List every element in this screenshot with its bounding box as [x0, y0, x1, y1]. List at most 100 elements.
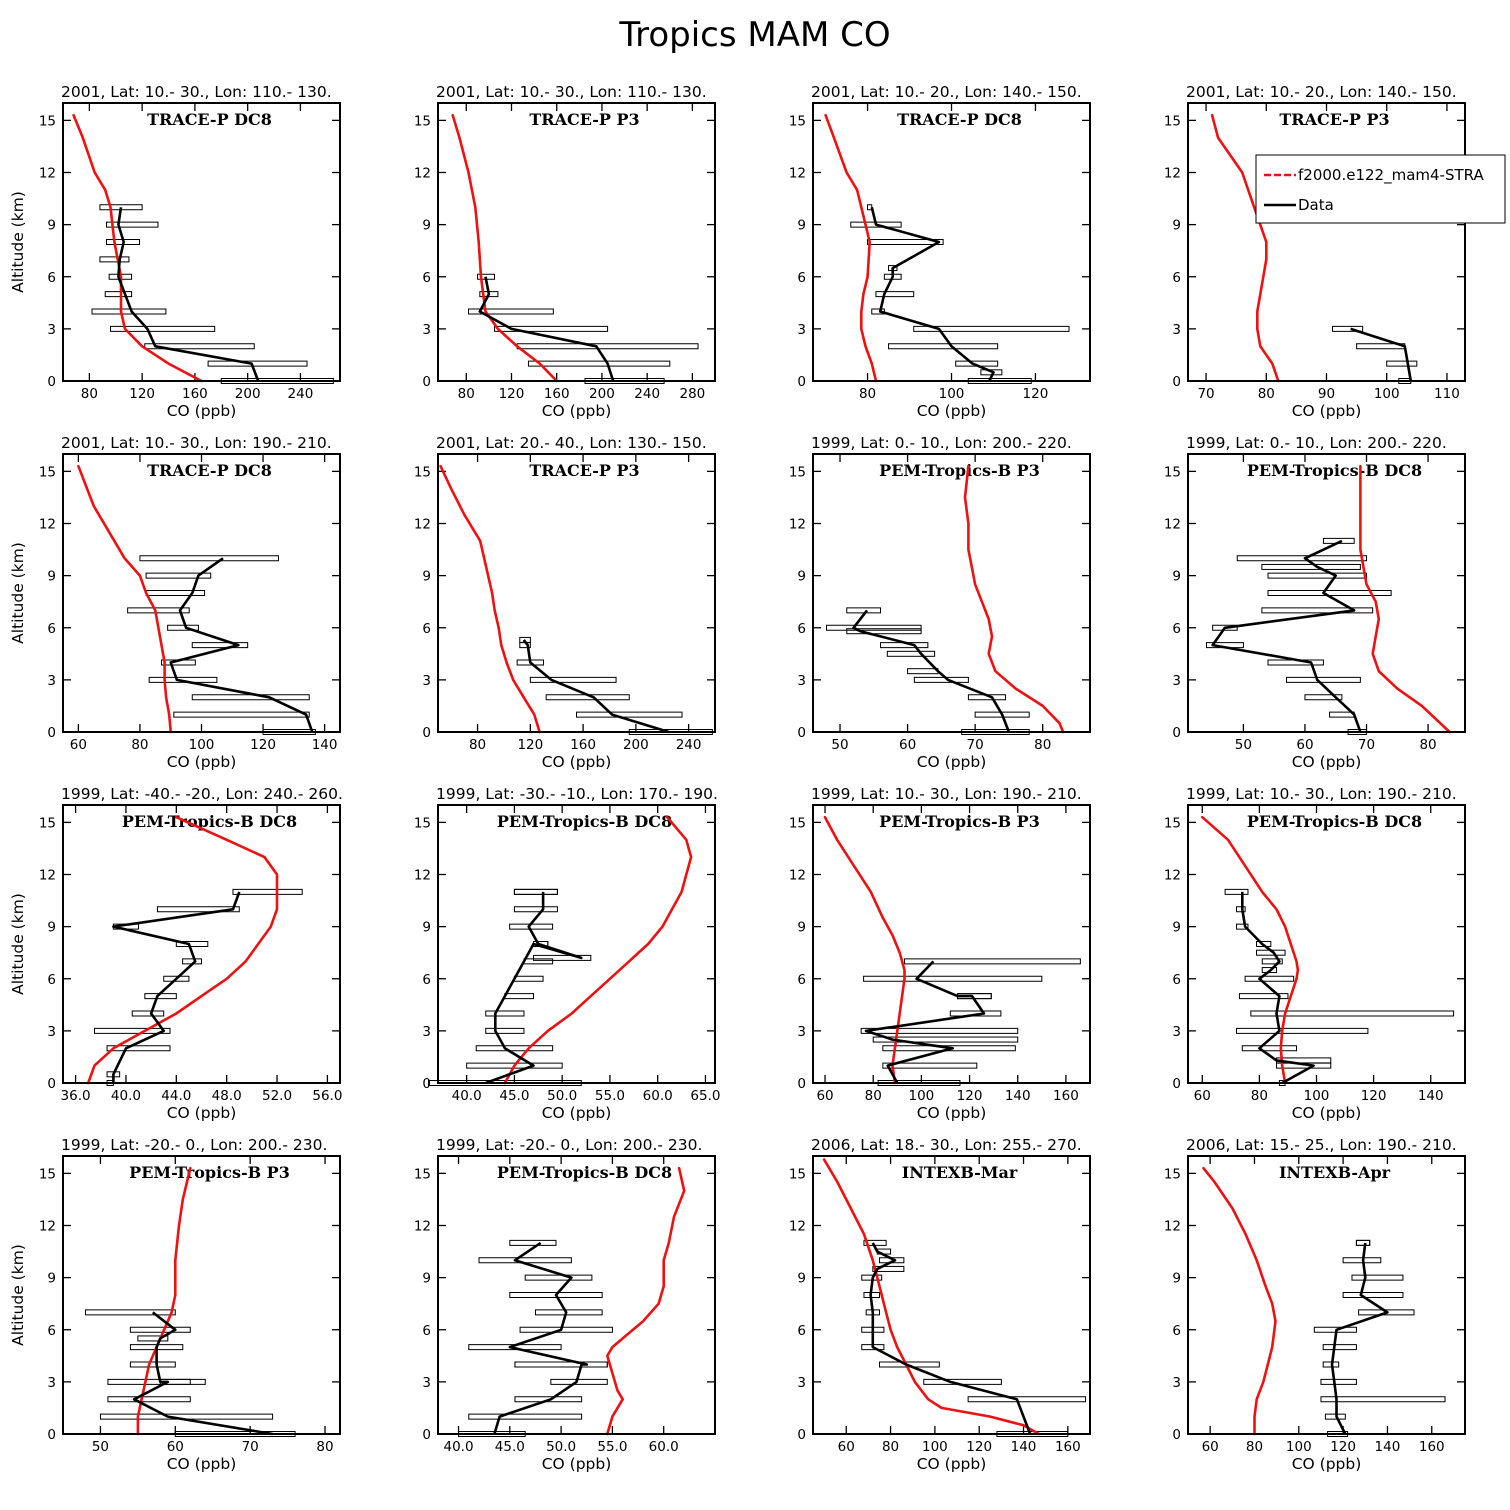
data-range-bar: [1351, 1274, 1404, 1281]
chart-panel-10: 1999, Lat: -30.- -10., Lon: 170.- 190. 40…: [414, 785, 721, 1122]
y-tick-label: 15: [39, 464, 56, 480]
x-tick-label: 110: [1434, 386, 1460, 402]
x-tick-label: 100: [939, 386, 965, 402]
y-tick-label: 12: [789, 517, 806, 533]
x-tick-label: 120: [966, 1439, 992, 1455]
data-range-bar: [104, 291, 133, 298]
data-range-bar: [882, 1062, 978, 1069]
y-tick-label: 12: [1164, 517, 1181, 533]
y-tick-label: 3: [1172, 322, 1181, 338]
y-tick-label: 0: [422, 1076, 431, 1092]
y-tick-label: 15: [39, 1166, 56, 1182]
data-range-bar: [846, 607, 882, 614]
data-series-line: [1241, 891, 1315, 1085]
y-tick-label: 6: [47, 621, 56, 637]
model-series-line: [439, 464, 541, 734]
model-series-line: [963, 464, 1065, 734]
data-range-bar: [1285, 676, 1361, 683]
x-tick-label: 50: [1235, 737, 1252, 753]
campaign-label: PEM-Tropics-B P3: [129, 1163, 290, 1182]
data-range-bar: [1238, 993, 1289, 1000]
campaign-label: PEM-Tropics-B DC8: [1247, 812, 1422, 831]
x-tick-label: 200: [623, 737, 649, 753]
chart-panel-14: 1999, Lat: -20.- 0., Lon: 200.- 230. 40.0…: [414, 1136, 716, 1473]
panel-subtitle: 1999, Lat: 10.- 30., Lon: 190.- 210.: [1186, 785, 1457, 803]
data-range-bar: [1261, 607, 1374, 614]
data-range-bar: [923, 1378, 1002, 1385]
panel-subtitle: 2001, Lat: 20.- 40., Lon: 130.- 150.: [436, 434, 707, 452]
plot-frame: [62, 453, 341, 733]
data-range-bar: [872, 1036, 1019, 1043]
x-tick-label: 160: [1055, 1439, 1081, 1455]
data-range-bar: [145, 590, 206, 596]
x-tick-label: 80: [458, 386, 475, 402]
data-range-bar: [533, 954, 592, 961]
x-tick-label: 90: [1318, 386, 1335, 402]
x-axis-label: CO (ppb): [917, 1104, 987, 1122]
data-range-bar: [1224, 888, 1249, 895]
model-series-line: [451, 113, 559, 383]
chart-panel-16: 2006, Lat: 15.- 25., Lon: 190.- 210.60 80…: [1164, 1136, 1466, 1473]
model-series-line: [823, 815, 906, 1085]
y-tick-label: 6: [1172, 621, 1181, 637]
data-range-bar: [191, 694, 310, 701]
x-tick-label: 48.0: [212, 1088, 242, 1104]
y-tick-label: 0: [797, 1427, 806, 1443]
data-range-bar: [106, 221, 159, 228]
data-series-line: [869, 1242, 1032, 1435]
y-tick-label: 3: [422, 322, 431, 338]
x-tick-label: 200: [235, 386, 261, 402]
legend-data-label: Data: [1298, 196, 1334, 214]
y-tick-label: 6: [47, 972, 56, 988]
y-tick-label: 0: [1172, 1427, 1181, 1443]
model-series-line: [824, 113, 878, 383]
data-range-bar: [882, 1045, 1016, 1052]
x-tick-label: 80: [859, 386, 876, 402]
y-tick-label: 9: [1172, 218, 1181, 234]
data-range-bar: [1332, 325, 1364, 332]
y-tick-label: 9: [47, 569, 56, 585]
campaign-label: PEM-Tropics-B P3: [879, 812, 1040, 831]
y-tick-label: 3: [797, 322, 806, 338]
y-tick-label: 6: [422, 1323, 431, 1339]
plot-frame: [437, 1155, 716, 1435]
x-tick-label: 80: [1034, 737, 1051, 753]
data-range-bar: [129, 1326, 191, 1333]
data-range-bar: [207, 360, 308, 367]
y-tick-label: 6: [422, 972, 431, 988]
plot-frame: [812, 804, 1091, 1084]
y-tick-label: 0: [797, 725, 806, 741]
data-range-bar: [1261, 563, 1361, 570]
x-axis-label: CO (ppb): [542, 402, 612, 420]
data-range-bar: [523, 958, 554, 965]
data-range-bar: [137, 1335, 169, 1342]
data-range-bar: [867, 239, 944, 245]
x-tick-label: 60.0: [649, 1439, 679, 1455]
data-range-bar: [99, 1413, 274, 1420]
x-tick-label: 100: [1374, 386, 1400, 402]
campaign-label: TRACE-P P3: [529, 110, 639, 129]
panel-subtitle: 1999, Lat: 10.- 30., Lon: 190.- 210.: [811, 785, 1082, 803]
data-range-bar: [514, 1361, 608, 1368]
model-series-line: [503, 815, 693, 1085]
campaign-label: TRACE-P P3: [529, 461, 639, 480]
data-range-bar: [513, 906, 558, 913]
data-range-bar: [514, 1396, 583, 1403]
x-tick-label: 120: [517, 737, 543, 753]
y-tick-label: 6: [422, 621, 431, 637]
y-tick-label: 15: [1164, 1166, 1181, 1182]
x-tick-label: 70: [1197, 386, 1214, 402]
data-range-bar: [826, 624, 922, 631]
x-tick-label: 50: [92, 1439, 109, 1455]
data-series-line: [169, 557, 314, 733]
y-tick-label: 9: [1172, 920, 1181, 936]
y-axis-label: Altitude (km): [9, 1244, 27, 1346]
y-tick-label: 9: [1172, 1271, 1181, 1287]
figure-title: Tropics MAM CO: [618, 15, 890, 55]
data-range-bar: [904, 958, 1081, 965]
data-range-bar: [1322, 1344, 1357, 1351]
y-tick-label: 12: [39, 868, 56, 884]
y-tick-label: 6: [797, 972, 806, 988]
model-series-line: [1201, 815, 1300, 1085]
